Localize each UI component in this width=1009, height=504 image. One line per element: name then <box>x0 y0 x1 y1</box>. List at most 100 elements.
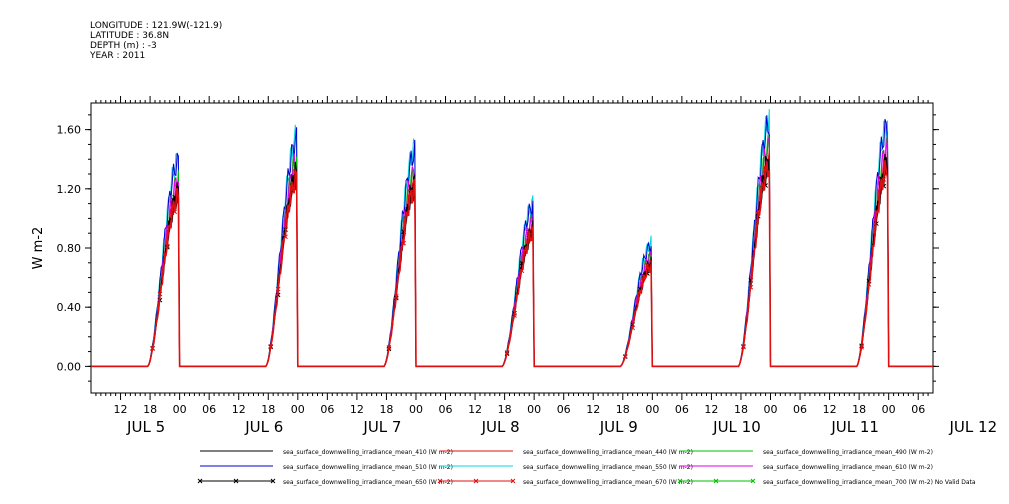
series-marker <box>290 174 296 179</box>
x-tick-label: 12 <box>704 403 718 416</box>
legend-label: sea_surface_downwelling_irradiance_mean_… <box>523 464 693 471</box>
day-label: JUL 9 <box>599 418 638 436</box>
latitude-label: LATITUDE : 36.8N <box>90 31 170 41</box>
x-tick-label: 18 <box>616 403 630 416</box>
x-tick-label: 00 <box>645 403 659 416</box>
series-marker <box>748 284 754 290</box>
series-marker <box>401 240 407 246</box>
series-marker <box>290 186 296 192</box>
day-label: JUL 5 <box>126 418 165 436</box>
legend-marker <box>750 478 756 484</box>
y-axis-label: W m-2 <box>31 227 46 270</box>
series-marker <box>386 345 392 350</box>
x-tick-label: 12 <box>114 403 128 416</box>
x-tick-label: 18 <box>734 403 748 416</box>
legend-marker <box>197 478 203 484</box>
x-tick-label: 06 <box>202 403 216 416</box>
series-marker <box>637 288 643 294</box>
legend-marker <box>677 478 683 484</box>
series-marker <box>504 350 510 355</box>
day-label: JUL 10 <box>712 418 761 436</box>
series-marker <box>150 346 155 351</box>
x-tick-label: 12 <box>232 403 246 416</box>
y-tick-label: 0.40 <box>57 301 82 314</box>
series-marker <box>275 286 281 292</box>
series-marker <box>630 325 635 331</box>
series-line <box>91 153 933 367</box>
legend-label: sea_surface_downwelling_irradiance_mean_… <box>283 449 453 456</box>
day-label: JUL 6 <box>244 418 283 436</box>
x-tick-label: 00 <box>882 403 896 416</box>
series-line <box>91 157 933 367</box>
legend-label: sea_surface_downwelling_irradiance_mean_… <box>523 479 693 486</box>
axes-layer: 0.00 0.40 0.80 1.20 1.60 12 18 00 06 12 18 00 06 12 18… <box>57 96 998 436</box>
x-tick-label: 00 <box>527 403 541 416</box>
x-tick-label: 18 <box>852 403 866 416</box>
plot-frame <box>90 102 934 394</box>
x-tick-label: 00 <box>409 403 423 416</box>
depth-label: DEPTH (m) : -3 <box>90 41 157 51</box>
x-tick-label: 06 <box>793 403 807 416</box>
x-tick-label: 18 <box>143 403 157 416</box>
series-marker <box>519 268 525 274</box>
x-tick-label: 06 <box>320 403 334 416</box>
series-marker <box>172 209 178 215</box>
series-marker <box>393 294 399 299</box>
series-marker <box>881 177 887 182</box>
x-tick-label: 18 <box>498 403 512 416</box>
day-label: JUL 11 <box>830 418 879 436</box>
series-marker <box>741 344 746 350</box>
x-tick-label: 00 <box>291 403 305 416</box>
series-marker <box>874 209 879 215</box>
x-tick-label: 00 <box>764 403 778 416</box>
x-tick-label: 06 <box>439 403 453 416</box>
legend-marker <box>473 478 479 484</box>
series-marker <box>526 229 532 235</box>
series-marker <box>866 282 872 287</box>
legend-label: sea_surface_downwelling_irradiance_mean_… <box>763 449 933 456</box>
series-line <box>91 160 933 368</box>
legend-label: sea_surface_downwelling_irradiance_mean_… <box>283 479 453 486</box>
series-marker <box>645 262 650 268</box>
y-tick-label: 0.80 <box>57 242 82 255</box>
y-tick-label: 0.00 <box>57 360 82 373</box>
legend-label: sea_surface_downwelling_irradiance_mean_… <box>523 449 693 456</box>
x-tick-label: 12 <box>823 403 837 416</box>
series-marker <box>157 291 163 297</box>
day-label: JUL 7 <box>362 418 401 436</box>
series-marker <box>755 208 761 214</box>
legend-label: sea_surface_downwelling_irradiance_mean_… <box>763 479 976 486</box>
series-marker <box>283 234 288 240</box>
series-marker <box>763 167 768 173</box>
legend-label: sea_surface_downwelling_irradiance_mean_… <box>763 464 933 471</box>
x-tick-label: 18 <box>379 403 393 416</box>
longitude-label: LONGITUDE : 121.9W(-121.9) <box>90 21 223 31</box>
series-marker <box>164 243 170 249</box>
series-marker <box>268 343 274 349</box>
legend: sea_surface_downwelling_irradiance_mean_… <box>197 449 976 486</box>
series-marker <box>408 189 414 195</box>
legend-label: sea_surface_downwelling_irradiance_mean_… <box>283 464 453 471</box>
legend-marker <box>713 478 719 484</box>
series-marker <box>859 344 864 350</box>
x-tick-label: 12 <box>586 403 600 416</box>
legend-marker <box>233 478 239 484</box>
series-layer <box>91 109 933 368</box>
x-tick-label: 00 <box>173 403 187 416</box>
legend-marker <box>510 478 516 484</box>
x-tick-label: 12 <box>350 403 364 416</box>
legend-marker <box>270 478 276 484</box>
series-marker <box>512 313 517 318</box>
day-label: JUL 8 <box>481 418 520 436</box>
x-tick-label: 18 <box>261 403 275 416</box>
x-tick-label: 06 <box>911 403 925 416</box>
plot-header: LONGITUDE : 121.9W(-121.9) LATITUDE : 36… <box>90 21 222 61</box>
x-tick-label: 12 <box>468 403 482 416</box>
series-line <box>91 150 933 367</box>
legend-marker <box>437 478 443 484</box>
x-tick-label: 06 <box>675 403 689 416</box>
y-tick-label: 1.60 <box>57 124 82 137</box>
year-label: YEAR : 2011 <box>90 51 146 61</box>
day-label: JUL 12 <box>949 418 998 436</box>
